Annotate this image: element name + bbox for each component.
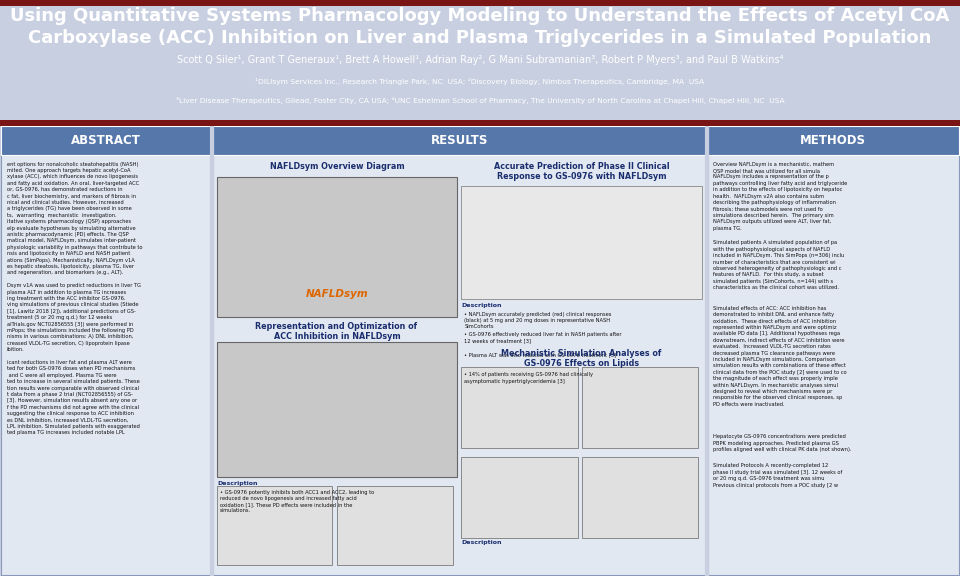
Text: • NAFLDsym accurately predicted (red) clinical responses
(black) at 5 mg and 20 : • NAFLDsym accurately predicted (red) cl… <box>465 312 612 329</box>
Bar <box>337 486 452 564</box>
Text: Overview NAFLDsym is a mechanistic, mathem
QSP model that was utilized for all s: Overview NAFLDsym is a mechanistic, math… <box>713 162 848 230</box>
Text: Simulated Protocols A recently-completed 12
phase II study trial was simulated [: Simulated Protocols A recently-completed… <box>713 463 843 488</box>
Text: • 14% of patients receiving GS-0976 had clinically
asymptomatic hypertriglycerid: • 14% of patients receiving GS-0976 had … <box>465 373 593 384</box>
Text: Simulated patients A simulated population of pa
with the pathophysiological aspe: Simulated patients A simulated populatio… <box>713 240 845 290</box>
Text: ABSTRACT: ABSTRACT <box>71 134 141 147</box>
Text: Hepatocyte GS-0976 concentrations were predicted
PBPK modeling approaches. Predi: Hepatocyte GS-0976 concentrations were p… <box>713 434 852 452</box>
Text: • GS-0976 effectively reduced liver fat in NASH patients after
12 weeks of treat: • GS-0976 effectively reduced liver fat … <box>465 332 622 343</box>
Bar <box>217 486 332 564</box>
Text: • Plasma ALT was also reduced with GS-0976 treatment [3]: • Plasma ALT was also reduced with GS-09… <box>465 352 616 357</box>
Bar <box>461 187 702 299</box>
Text: NAFLDsym Overview Diagram: NAFLDsym Overview Diagram <box>270 162 404 170</box>
Text: Description: Description <box>217 482 257 486</box>
Bar <box>217 342 457 477</box>
Text: Using Quantitative Systems Pharmacology Modeling to Understand the Effects of Ac: Using Quantitative Systems Pharmacology … <box>11 7 949 25</box>
Text: RESULTS: RESULTS <box>431 134 488 147</box>
Bar <box>461 457 578 538</box>
Text: METHODS: METHODS <box>801 134 866 147</box>
Bar <box>0 120 960 126</box>
Text: Scott Q Siler¹, Grant T Generaux¹, Brett A Howell¹, Adrian Ray², G Mani Subraman: Scott Q Siler¹, Grant T Generaux¹, Brett… <box>177 55 783 65</box>
Text: ent options for nonalcoholic steatohepatitis (NASH)
mited. One approach targets : ent options for nonalcoholic steatohepat… <box>7 162 142 435</box>
Text: ³Liver Disease Therapeutics, Gilead, Foster City, CA USA; ⁴UNC Eshelman School o: ³Liver Disease Therapeutics, Gilead, Fos… <box>176 97 784 104</box>
Text: Description: Description <box>461 304 502 309</box>
Bar <box>708 127 959 575</box>
Text: Representation and Optimization of 
ACC Inhibition in NAFLDsym: Representation and Optimization of ACC I… <box>254 321 420 341</box>
Bar <box>1 127 211 575</box>
Bar <box>213 126 706 155</box>
Bar <box>213 127 706 575</box>
Text: Description: Description <box>461 540 502 545</box>
Text: ¹DILIsym Services Inc., Research Triangle Park, NC  USA; ²Discovery Biology, Nim: ¹DILIsym Services Inc., Research Triangl… <box>255 78 705 85</box>
Bar <box>461 366 578 448</box>
Bar <box>217 177 457 317</box>
Text: • GS-0976 potently inhibits both ACC1 and ACC2, leading to
reduced de novo lipog: • GS-0976 potently inhibits both ACC1 an… <box>220 490 374 513</box>
Bar <box>1 126 211 155</box>
Text: NAFLDsym: NAFLDsym <box>306 289 369 299</box>
Text: Mechanistic Simulation Analyses of
GS-0976 Effects on Lipids: Mechanistic Simulation Analyses of GS-09… <box>501 348 661 368</box>
Bar <box>0 0 960 6</box>
Bar <box>582 366 698 448</box>
Text: Accurate Prediction of Phase II Clinical
Response to GS-0976 with NAFLDsym: Accurate Prediction of Phase II Clinical… <box>493 162 669 181</box>
Text: Carboxylase (ACC) Inhibition on Liver and Plasma Triglycerides in a Simulated Po: Carboxylase (ACC) Inhibition on Liver an… <box>28 29 932 47</box>
Bar <box>708 126 959 155</box>
Bar <box>582 457 698 538</box>
Text: Simulated effects of ACC: ACC inhibition has
demonstrated to inhibit DNL and enh: Simulated effects of ACC: ACC inhibition… <box>713 306 847 407</box>
